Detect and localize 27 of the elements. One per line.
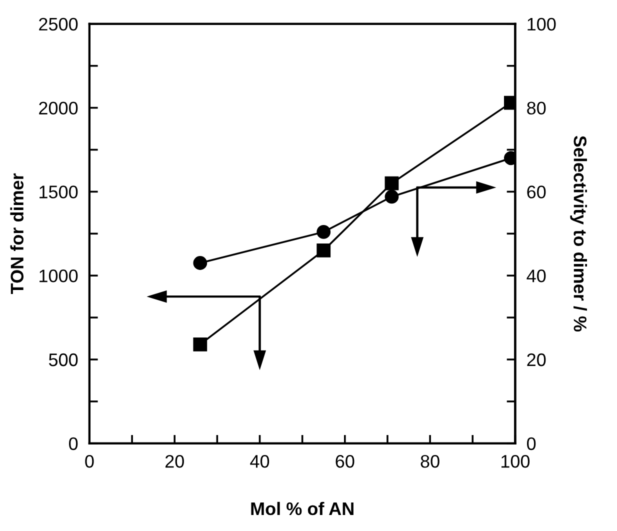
y2-tick-label: 40 bbox=[526, 270, 546, 282]
point bbox=[193, 256, 208, 270]
x-tick-label: 0 bbox=[85, 454, 94, 468]
y-tick-label: 2500 bbox=[39, 18, 78, 31]
x-tick-label: 80 bbox=[420, 454, 440, 468]
y2-tick-label: 100 bbox=[528, 18, 556, 31]
point bbox=[193, 337, 208, 352]
y-tick-label: 1000 bbox=[40, 270, 78, 282]
y2-tick-label: 20 bbox=[527, 353, 546, 366]
y-tick-label: 500 bbox=[48, 353, 78, 366]
point bbox=[384, 190, 399, 204]
x-tick-label: 60 bbox=[336, 454, 354, 468]
x-tick-label: 20 bbox=[165, 454, 184, 468]
x-tick-label: 100 bbox=[502, 454, 530, 468]
y2-tick-label: 0 bbox=[527, 437, 536, 450]
y-tick-label: 2000 bbox=[39, 102, 78, 115]
y-axis-title: TON for dimer bbox=[10, 173, 24, 294]
point bbox=[316, 243, 331, 258]
y2-tick-label: 60 bbox=[527, 186, 546, 198]
y-tick-label: 0 bbox=[69, 437, 78, 450]
y-tick-label: 1500 bbox=[40, 186, 78, 198]
point bbox=[316, 225, 331, 239]
y2-tick-label: 80 bbox=[527, 102, 546, 115]
x-axis-title: Mol % of AN bbox=[251, 502, 354, 516]
y2-axis-title: Selectivity to dimer / % bbox=[570, 136, 587, 332]
point bbox=[384, 176, 399, 190]
x-tick-label: 40 bbox=[250, 454, 270, 468]
